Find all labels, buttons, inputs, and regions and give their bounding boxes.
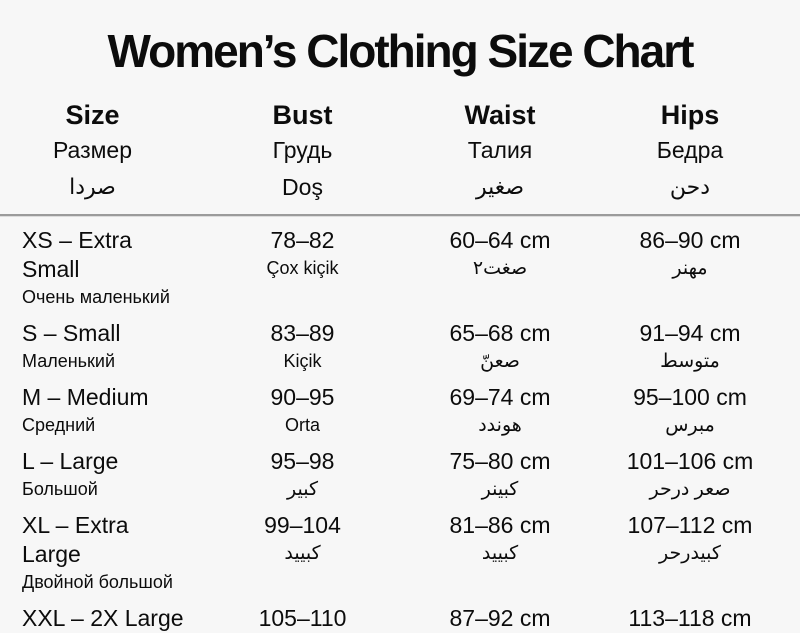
- header-waist-ar: صغير: [475, 174, 525, 199]
- header-cell-waist: Waist Талия صغير: [420, 98, 580, 206]
- bust-range: 105–110: [258, 605, 347, 631]
- waist-translation: كبينر: [481, 479, 519, 500]
- waist-range: 87–92 cm: [449, 605, 551, 631]
- size-label: XXL – 2X Large: [22, 605, 184, 631]
- table-header-row: Size Размер صردا Bust Грудь Doş Waist Та…: [0, 98, 800, 206]
- size-label: L – Large: [22, 448, 119, 474]
- hips-translation: مبرس: [665, 415, 715, 436]
- header-hips-ar: دحن: [669, 174, 711, 199]
- waist-range: 69–74 cm: [449, 384, 551, 410]
- header-hips-en: Hips: [660, 100, 720, 130]
- waist-cell: 65–68 cm صعنّ: [420, 319, 580, 375]
- hips-range: 91–94 cm: [639, 320, 741, 346]
- waist-range: 81–86 cm: [449, 512, 551, 538]
- size-cell: M – Medium Средний: [0, 383, 185, 439]
- size-translation: Большой: [22, 479, 98, 499]
- waist-translation: صعنّ: [480, 351, 520, 372]
- bust-range: 95–98: [270, 448, 335, 474]
- size-translation: Очень маленький: [22, 287, 170, 307]
- size-label: S – Small: [22, 320, 121, 346]
- bust-range: 83–89: [270, 320, 335, 346]
- size-cell: S – Small Маленький: [0, 319, 185, 375]
- size-translation: Средний: [22, 415, 96, 435]
- bust-translation: Kiçik: [283, 351, 322, 371]
- hips-translation: صعر درحر: [649, 479, 731, 500]
- bust-range: 99–104: [264, 512, 341, 538]
- header-cell-hips: Hips Бедра دحن: [580, 98, 800, 206]
- bust-translation: Çox kiçik: [266, 258, 339, 278]
- size-translation: Двойной большой: [22, 572, 173, 592]
- hips-range: 113–118 cm: [628, 605, 752, 631]
- waist-translation: كبييد: [481, 543, 519, 564]
- hips-cell: 113–118 cm: [580, 604, 800, 633]
- header-bust-en: Bust: [272, 100, 333, 130]
- size-label: XS – Extra Small: [22, 227, 132, 282]
- table-row: XXL – 2X Large 105–110 87–92 cm 113–118 …: [0, 596, 800, 633]
- size-table-body: XS – Extra Small Очень маленький 78–82 Ç…: [0, 218, 800, 633]
- bust-translation: Orta: [284, 415, 320, 435]
- size-cell: XS – Extra Small Очень маленький: [0, 226, 185, 311]
- hips-cell: 107–112 cm كبيدرحر: [580, 511, 800, 596]
- hips-cell: 91–94 cm متوسط: [580, 319, 800, 375]
- bust-cell: 83–89 Kiçik: [185, 319, 420, 375]
- page-title: Women’s Clothing Size Chart: [107, 25, 695, 77]
- size-translation: Маленький: [22, 351, 116, 371]
- hips-range: 95–100 cm: [633, 384, 747, 410]
- bust-cell: 78–82 Çox kiçik: [185, 226, 420, 311]
- header-divider: [0, 214, 800, 216]
- size-label: XL – Extra Large: [22, 512, 129, 567]
- table-row: M – Medium Средний 90–95 Orta 69–74 cm ه…: [0, 375, 800, 439]
- bust-cell: 99–104 كبييد: [185, 511, 420, 596]
- header-hips-ru: Бедра: [656, 137, 724, 163]
- table-row: L – Large Большой 95–98 كبير 75–80 cm كب…: [0, 439, 800, 503]
- hips-translation: متوسط: [660, 351, 720, 372]
- header-size-ru: Размер: [52, 137, 133, 163]
- table-row: S – Small Маленький 83–89 Kiçik 65–68 cm…: [0, 311, 800, 375]
- header-bust-az: Doş: [282, 174, 323, 200]
- hips-translation: مهنر: [672, 258, 708, 279]
- hips-range: 86–90 cm: [639, 227, 741, 253]
- header-waist-en: Waist: [464, 100, 536, 130]
- bust-range: 78–82: [270, 227, 335, 253]
- size-label: M – Medium: [22, 384, 149, 410]
- bust-cell: 90–95 Orta: [185, 383, 420, 439]
- waist-range: 65–68 cm: [449, 320, 551, 346]
- size-cell: XL – Extra Large Двойной большой: [0, 511, 185, 596]
- header-cell-size: Size Размер صردا: [0, 98, 185, 206]
- table-row: XS – Extra Small Очень маленький 78–82 Ç…: [0, 218, 800, 311]
- size-chart-page: Women’s Clothing Size Chart Size Размер …: [0, 25, 800, 631]
- header-cell-bust: Bust Грудь Doş: [185, 98, 420, 206]
- waist-cell: 69–74 cm هوندد: [420, 383, 580, 439]
- header-size-ar: صردا: [69, 174, 116, 199]
- header-size-en: Size: [65, 100, 120, 130]
- header-bust-ru: Грудь: [272, 137, 333, 163]
- bust-translation: كبير: [287, 479, 318, 500]
- bust-cell: 95–98 كبير: [185, 447, 420, 503]
- hips-cell: 95–100 cm مبرس: [580, 383, 800, 439]
- hips-translation: كبيدرحر: [659, 543, 721, 564]
- bust-translation: كبييد: [284, 543, 321, 564]
- waist-translation: هوندد: [478, 415, 522, 436]
- bust-cell: 105–110: [185, 604, 420, 633]
- table-row: XL – Extra Large Двойной большой 99–104 …: [0, 503, 800, 596]
- hips-range: 107–112 cm: [627, 512, 753, 538]
- hips-cell: 86–90 cm مهنر: [580, 226, 800, 311]
- header-waist-ru: Талия: [467, 137, 533, 163]
- bust-range: 90–95: [270, 384, 335, 410]
- waist-range: 60–64 cm: [449, 227, 551, 253]
- size-cell: L – Large Большой: [0, 447, 185, 503]
- waist-cell: 87–92 cm: [420, 604, 580, 633]
- waist-cell: 60–64 cm صغت٢: [420, 226, 580, 311]
- size-cell: XXL – 2X Large: [0, 604, 185, 633]
- hips-range: 101–106 cm: [626, 448, 754, 474]
- waist-cell: 75–80 cm كبينر: [420, 447, 580, 503]
- waist-range: 75–80 cm: [449, 448, 551, 474]
- hips-cell: 101–106 cm صعر درحر: [580, 447, 800, 503]
- waist-cell: 81–86 cm كبييد: [420, 511, 580, 596]
- waist-translation: صغت٢: [472, 258, 528, 279]
